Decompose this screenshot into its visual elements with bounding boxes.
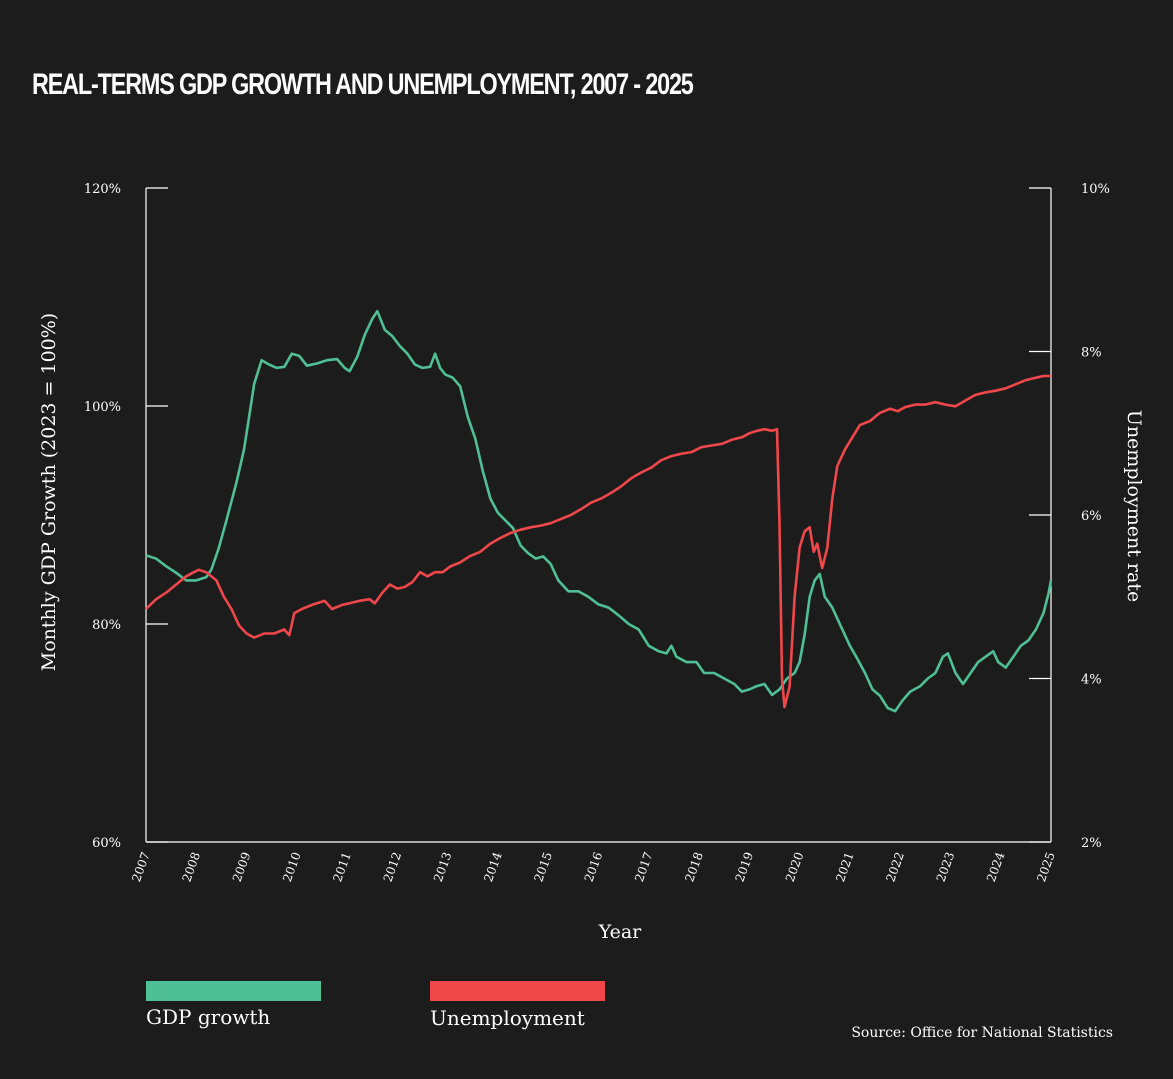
source-note: Source: Office for National Statistics (851, 1025, 1113, 1041)
unemployment-series-line (145, 374, 1051, 709)
x-tick-label: 2013 (431, 850, 455, 883)
legend-label-unemployment: Unemployment (430, 1006, 585, 1030)
x-tick-label: 2014 (481, 850, 505, 884)
gdp-growth-series-line (145, 309, 1053, 713)
legend-swatch-unemployment (430, 981, 605, 1001)
left-tick-label: 80% (92, 618, 121, 633)
x-tick-label: 2023 (934, 850, 958, 883)
x-tick-label: 2020 (783, 850, 807, 883)
x-tick-label: 2024 (984, 850, 1008, 884)
left-tick-label: 60% (92, 836, 121, 851)
left-y-axis-label: Monthly GDP Growth (2023 = 100%) (38, 313, 60, 671)
x-tick-label: 2016 (582, 850, 606, 883)
x-tick-label: 2007 (129, 850, 153, 883)
x-tick-label: 2008 (179, 850, 203, 883)
legend-label-gdp: GDP growth (146, 1005, 271, 1029)
x-tick-label: 2012 (381, 850, 405, 883)
axes (145, 188, 1052, 843)
x-tick-label: 2025 (1034, 850, 1058, 883)
x-tick-label: 2021 (833, 850, 857, 883)
legend-swatch-gdp (146, 981, 321, 1001)
chart-title: REAL-TERMS GDP GROWTH AND UNEMPLOYMENT, … (32, 68, 694, 101)
left-y-ticks: 60% 80% 100% 120% (84, 182, 168, 851)
x-tick-label: 2022 (883, 850, 907, 883)
x-tick-label: 2010 (280, 850, 304, 883)
x-axis-label: Year (598, 921, 642, 943)
left-tick-label: 100% (84, 400, 121, 415)
left-tick-label: 120% (84, 182, 121, 197)
x-tick-label: 2015 (531, 850, 555, 883)
x-tick-label: 2017 (632, 850, 656, 883)
right-tick-label: 6% (1081, 509, 1102, 524)
right-tick-label: 2% (1081, 836, 1102, 851)
x-tick-label: 2009 (230, 850, 254, 883)
right-y-axis-label: Unemployment rate (1123, 410, 1145, 602)
x-ticks: 2007 2008 2009 2010 2011 2012 2013 2014 2015 2016… (129, 850, 1058, 884)
x-tick-label: 2018 (682, 850, 706, 883)
right-y-ticks: 2% 4% 6% 8% 10% (1029, 182, 1110, 851)
right-tick-label: 8% (1081, 346, 1102, 361)
right-tick-label: 10% (1081, 182, 1110, 197)
x-tick-label: 2019 (733, 850, 757, 883)
right-tick-label: 4% (1081, 673, 1102, 688)
x-tick-label: 2011 (330, 850, 354, 883)
